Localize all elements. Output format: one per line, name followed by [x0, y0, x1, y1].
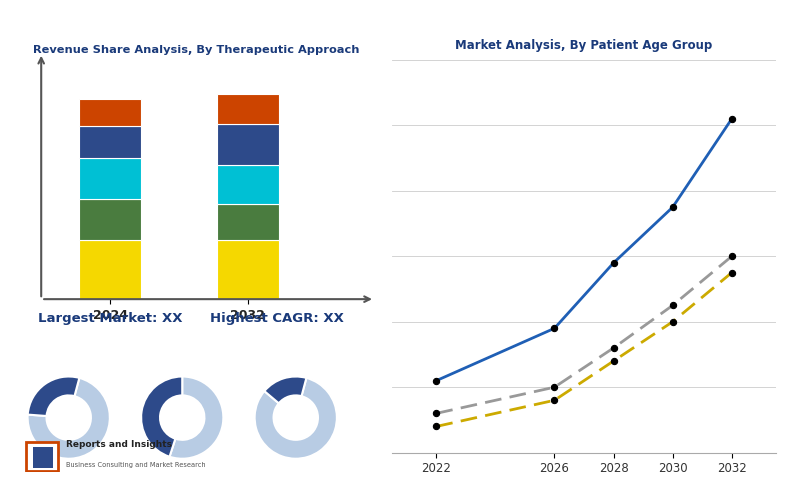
Text: Largest Market: XX: Largest Market: XX — [38, 311, 182, 325]
Bar — [217, 124, 278, 165]
Bar — [79, 240, 141, 299]
Title: Revenue Share Analysis, By Therapeutic Approach: Revenue Share Analysis, By Therapeutic A… — [33, 45, 359, 55]
FancyBboxPatch shape — [33, 447, 53, 467]
Bar — [217, 240, 278, 299]
Title: Market Analysis, By Patient Age Group: Market Analysis, By Patient Age Group — [455, 39, 713, 52]
Text: GLOBAL FAMILIAL CHYLOMICRONEMIA SYNDROME (FCS) TREATMENT MARKET SEGMENT ANALYSIS: GLOBAL FAMILIAL CHYLOMICRONEMIA SYNDROME… — [24, 22, 776, 36]
Bar — [79, 199, 141, 240]
Bar — [217, 165, 278, 204]
Text: Reports and Insights: Reports and Insights — [66, 440, 171, 449]
Bar — [79, 99, 141, 126]
Bar — [217, 94, 278, 124]
Bar — [79, 126, 141, 158]
Text: Highest CAGR: XX: Highest CAGR: XX — [210, 311, 344, 325]
Text: Business Consulting and Market Research: Business Consulting and Market Research — [66, 462, 206, 468]
Bar — [217, 204, 278, 240]
FancyBboxPatch shape — [26, 442, 58, 471]
Bar — [79, 158, 141, 199]
